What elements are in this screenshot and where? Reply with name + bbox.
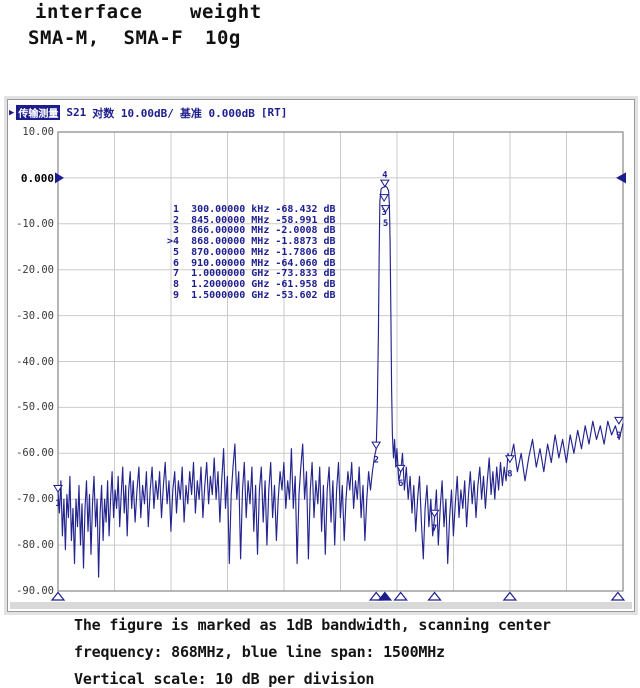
- marker-8-number: 8: [507, 469, 512, 479]
- stimulus-marker-2-icon: [368, 591, 384, 601]
- status-flag: [RT]: [260, 106, 288, 119]
- stimulus-marker-7-icon: [427, 591, 442, 601]
- marker-readout-table: 1 300.00000 kHz -68.432 dB 2 845.00000 M…: [167, 204, 336, 301]
- weight-value: 10g: [205, 27, 241, 49]
- marker-table-row-5: 5 870.00000 MHz -1.7806 dB: [167, 246, 336, 258]
- reference-marker-right-icon: [616, 172, 626, 184]
- marker-1-number: 1: [55, 499, 60, 509]
- stimulus-marker-4-icon: [377, 591, 393, 601]
- trace-label: 传输测量: [16, 105, 61, 120]
- stimulus-marker-9-icon: [610, 591, 626, 601]
- interface-header: interface: [35, 1, 143, 23]
- trace-status-bar: ▶ 传输测量 S21 对数 10.00dB/ 基准 0.000dB [RT]: [9, 105, 293, 120]
- marker-2-number: 2: [373, 456, 378, 466]
- marker-6-icon: [395, 464, 406, 473]
- interface-value: SMA-M, SMA-F: [28, 27, 184, 49]
- marker-table-row-1: 1 300.00000 kHz -68.432 dB: [167, 204, 336, 215]
- marker-7-number: 7: [432, 524, 437, 534]
- marker-table-row-6: 6 910.00000 MHz -64.060 dB: [167, 257, 336, 269]
- y-tick-0.000: 0.000: [20, 171, 54, 185]
- marker-1-icon: [53, 485, 63, 493]
- network-analyzer-screenshot: 1 2 3 4 5 6 7 8 9 ▶ 传输测量 S21 对数 10.00dB/ 基准 0.00…: [7, 99, 635, 612]
- marker-table-row-8: 8 1.2000000 GHz -61.958 dB: [167, 278, 336, 290]
- marker-table-row-3: 3 866.00000 MHz -2.0008 dB: [167, 225, 336, 237]
- marker-6-number: 6: [398, 479, 403, 489]
- marker-9-icon: [613, 416, 624, 425]
- marker-table-row-2: 2 845.00000 MHz -58.991 dB: [167, 214, 336, 226]
- y-axis-labels: 10.00 0.000 -10.00 -20.00 -30.00 -40.00 -50.00…: [8, 100, 54, 611]
- weight-header: weight: [190, 1, 262, 23]
- marker-table-row-9: 9 1.5000000 GHz -53.602 dB: [167, 289, 336, 301]
- measurement-parameter: S21: [66, 106, 87, 119]
- y-tick--10.00: -10.00: [16, 217, 54, 230]
- active-trace-arrow-icon: ▶: [9, 107, 15, 118]
- y-tick--60.00: -60.00: [16, 447, 54, 460]
- format-and-scale: 对数 10.00dB/: [92, 106, 174, 120]
- y-tick--70.00: -70.00: [16, 493, 54, 506]
- marker-3-number: 3: [381, 208, 386, 218]
- marker-table-row-7: 7 1.0000000 GHz -73.833 dB: [167, 268, 336, 280]
- stimulus-strip: [10, 602, 632, 609]
- marker-3-icon: [379, 194, 389, 203]
- stimulus-marker-6-icon: [393, 591, 408, 601]
- caption-line-2: frequency: 868MHz, blue line span: 1500M…: [74, 643, 445, 661]
- marker-4-icon: [379, 179, 390, 188]
- caption-line-1: The figure is marked as 1dB bandwidth, s…: [74, 616, 551, 634]
- y-tick--90.00: -90.00: [16, 585, 54, 597]
- plot-frame: [57, 131, 624, 592]
- reference-level: 基准 0.000dB: [179, 106, 255, 120]
- y-tick--80.00: -80.00: [16, 539, 54, 552]
- reference-marker-left-icon: [55, 172, 64, 184]
- y-tick--30.00: -30.00: [16, 309, 54, 322]
- trace-s21: [57, 185, 624, 578]
- stimulus-marker-8-icon: [502, 591, 518, 601]
- marker-7-icon: [429, 509, 440, 518]
- marker-5-icon: [380, 205, 391, 214]
- y-tick--40.00: -40.00: [16, 355, 54, 368]
- marker-2-icon: [371, 441, 382, 450]
- marker-4-number: 4: [382, 171, 388, 181]
- stimulus-marker-1-icon: [50, 591, 66, 601]
- marker-table-row-4: >4 868.00000 MHz -1.8873 dB: [167, 236, 336, 248]
- y-tick--50.00: -50.00: [16, 401, 54, 414]
- y-tick-10.00: 10.00: [22, 126, 54, 138]
- caption-line-3: Vertical scale: 10 dB per division: [74, 670, 375, 688]
- marker-9-number: 9: [616, 431, 621, 441]
- marker-8-icon: [504, 455, 515, 464]
- s21-plot: 1 2 3 4 5 6 7 8 9: [50, 131, 626, 601]
- y-tick--20.00: -20.00: [16, 263, 54, 276]
- marker-5-number: 5: [383, 219, 388, 229]
